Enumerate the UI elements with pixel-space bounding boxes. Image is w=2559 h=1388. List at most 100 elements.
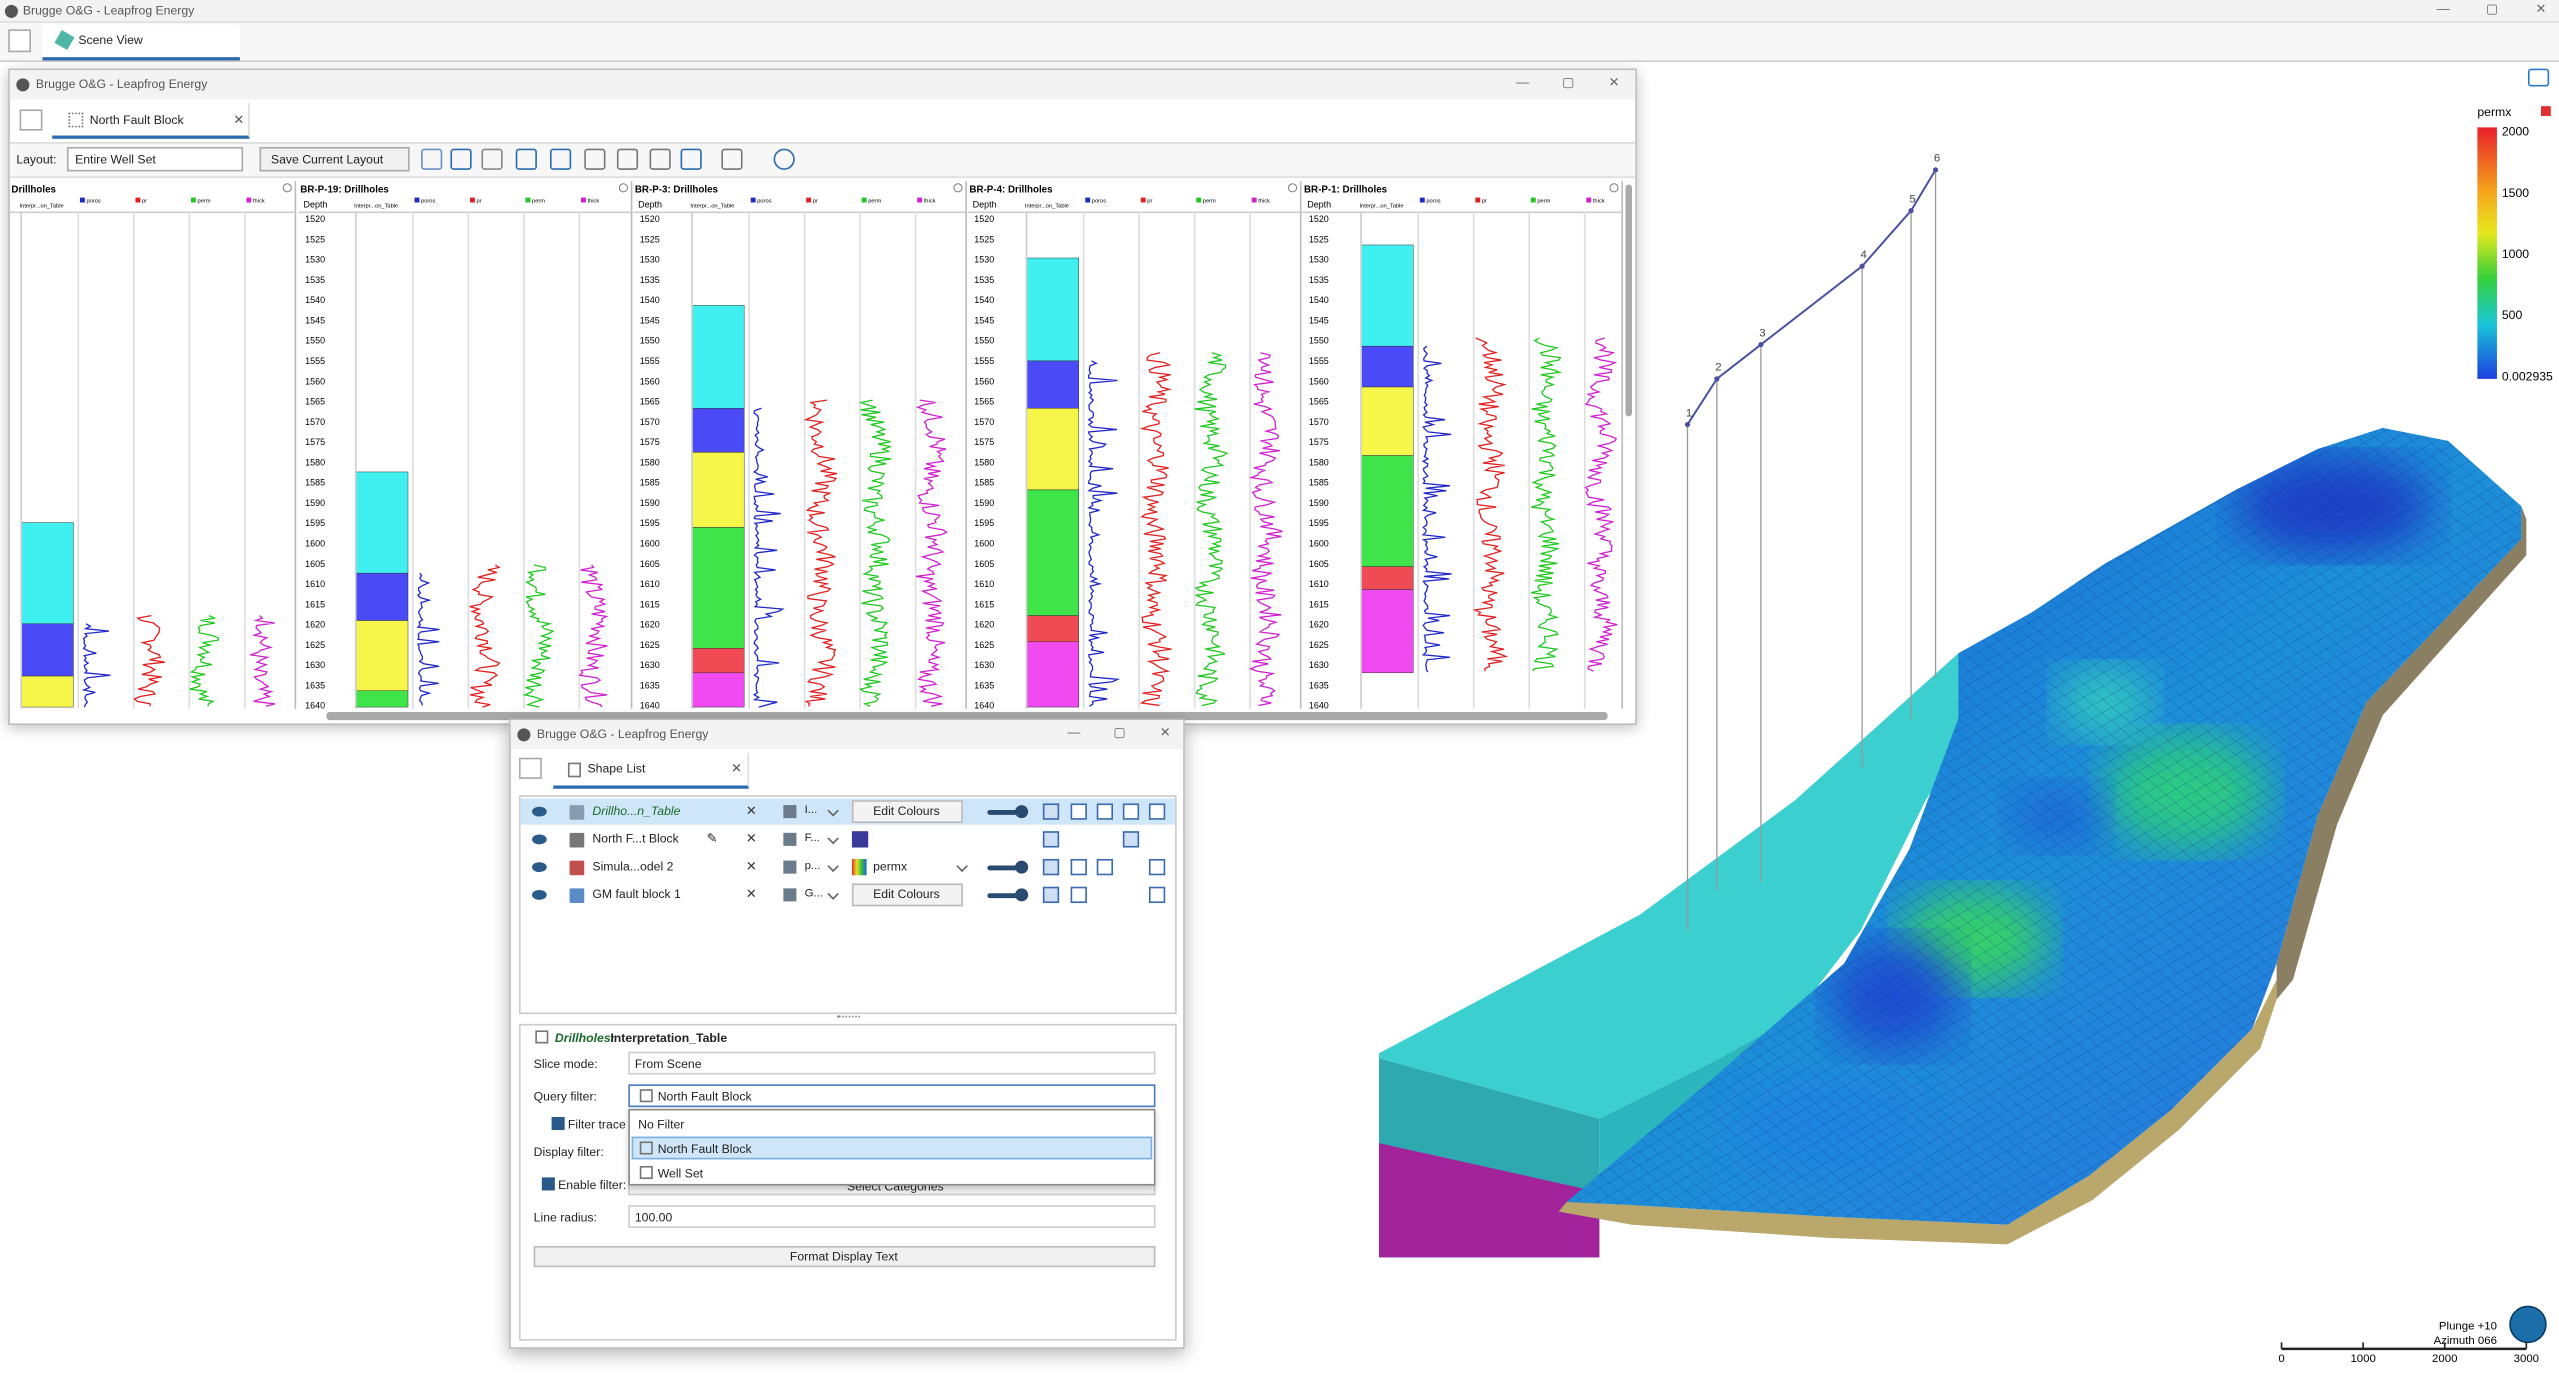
remove-button[interactable]: ✕ — [745, 886, 757, 902]
remove-button[interactable]: ✕ — [745, 803, 757, 819]
toolbar-icon[interactable] — [450, 148, 472, 170]
column-swatch — [1530, 197, 1536, 203]
row-option[interactable] — [1042, 831, 1060, 848]
toolbar-icon[interactable] — [616, 148, 639, 170]
slice-mode-select[interactable] — [628, 1051, 1156, 1075]
panel-settings[interactable] — [1609, 183, 1619, 193]
row-option[interactable] — [1148, 858, 1166, 876]
window-control[interactable]: ✕ — [1608, 75, 1620, 90]
row-option[interactable] — [1070, 858, 1087, 876]
query-filter-select[interactable] — [628, 1084, 1156, 1108]
style-name[interactable]: F... — [804, 832, 820, 845]
visibility-toggle[interactable] — [532, 834, 547, 845]
style-name[interactable]: p... — [804, 860, 821, 873]
window-control[interactable]: — — [1067, 725, 1081, 740]
style-name[interactable]: G... — [804, 888, 823, 900]
toolbar-icon[interactable] — [773, 148, 795, 170]
row-option[interactable] — [1096, 803, 1114, 820]
row-option[interactable] — [1148, 803, 1166, 820]
panel-settings[interactable] — [282, 183, 292, 193]
panel-settings[interactable] — [1287, 183, 1298, 193]
opacity-slider[interactable] — [987, 865, 1024, 871]
opacity-slider[interactable] — [987, 809, 1024, 815]
row-option[interactable] — [1122, 803, 1140, 820]
row-option[interactable] — [1042, 803, 1060, 820]
remove-button[interactable]: ✕ — [745, 858, 757, 874]
log-curve — [915, 399, 948, 707]
object-name[interactable]: Simula...odel 2 — [592, 858, 674, 874]
scene-tab[interactable] — [42, 24, 240, 61]
window-control[interactable]: ✕ — [1159, 725, 1171, 740]
enable-filter-label[interactable]: Enable filter: — [558, 1177, 627, 1193]
window-control[interactable]: — — [2436, 1, 2450, 17]
log-curve — [578, 564, 609, 708]
format-display-button[interactable] — [533, 1245, 1156, 1268]
dropdown-option[interactable]: Well Set — [657, 1165, 704, 1181]
window-control[interactable]: ✕ — [2535, 1, 2547, 17]
edit-button[interactable]: ✎ — [706, 831, 718, 846]
screenshot-button[interactable] — [2527, 68, 2550, 87]
panel-settings[interactable] — [953, 183, 963, 193]
colour-swatch[interactable] — [851, 831, 869, 848]
row-option[interactable] — [1070, 803, 1087, 820]
window-control[interactable]: — — [1516, 75, 1530, 90]
opacity-slider[interactable] — [987, 893, 1024, 899]
tab-close[interactable]: ✕ — [233, 112, 245, 128]
panel-settings[interactable] — [618, 183, 628, 193]
dropdown-option[interactable]: North Fault Block — [657, 1141, 752, 1157]
toolbar-icon[interactable] — [649, 148, 671, 170]
visibility-toggle[interactable] — [532, 889, 547, 900]
depth-label: 1640 — [305, 701, 325, 711]
depth-label: 1615 — [974, 599, 994, 609]
well-top-line — [1686, 169, 1937, 426]
tab-close[interactable]: ✕ — [731, 760, 743, 776]
depth-label: 1635 — [305, 680, 325, 690]
window-control[interactable]: ▢ — [1113, 725, 1126, 740]
dropdown-option[interactable]: No Filter — [638, 1116, 685, 1132]
row-option[interactable] — [1042, 886, 1060, 904]
save-layout-button[interactable] — [259, 146, 410, 172]
row-option[interactable] — [1122, 831, 1140, 848]
visibility-toggle[interactable] — [532, 862, 547, 873]
log-menu-toggle[interactable] — [19, 109, 43, 131]
log-tab[interactable] — [52, 102, 250, 139]
toolbar-icon[interactable] — [680, 148, 702, 170]
object-name[interactable]: North F...t Block — [592, 831, 679, 846]
object-name[interactable]: Drillho...n_Table — [592, 803, 681, 819]
edit-colours-button[interactable] — [851, 800, 963, 824]
visibility-toggle[interactable] — [532, 806, 547, 817]
line-radius-input[interactable] — [628, 1205, 1156, 1229]
toolbar-icon[interactable] — [481, 148, 503, 170]
row-option[interactable] — [1070, 886, 1087, 904]
toolbar-icon[interactable] — [515, 148, 537, 170]
enable-filter-checkbox[interactable] — [541, 1177, 555, 1191]
shape-tab[interactable] — [553, 752, 750, 789]
toolbar-icon[interactable] — [549, 148, 572, 170]
depth-label: 1620 — [305, 620, 325, 630]
scrollbar-h[interactable] — [326, 711, 1608, 721]
property-name[interactable]: permx — [873, 858, 908, 874]
toolbar-icon[interactable] — [421, 148, 443, 170]
window-control[interactable]: ▢ — [1562, 75, 1575, 90]
object-name[interactable]: GM fault block 1 — [592, 886, 681, 902]
remove-button[interactable]: ✕ — [745, 831, 757, 846]
toolbar-icon[interactable] — [721, 148, 743, 170]
edit-colours-button[interactable] — [851, 883, 963, 907]
toolbar-icon[interactable] — [584, 148, 606, 170]
layout-select[interactable] — [66, 146, 244, 172]
row-option[interactable] — [1148, 886, 1166, 904]
depth-label: 1530 — [305, 255, 325, 265]
filter-trace-checkbox[interactable] — [551, 1116, 565, 1131]
style-name[interactable]: I... — [804, 805, 818, 817]
shape-menu-toggle[interactable] — [518, 757, 542, 779]
splitter[interactable] — [837, 1015, 861, 1019]
row-option[interactable] — [1042, 858, 1060, 876]
menu-toggle[interactable] — [8, 29, 32, 53]
scrollbar-v[interactable] — [1625, 184, 1632, 417]
window-control[interactable]: ▢ — [2485, 1, 2499, 17]
interval-block — [1026, 615, 1079, 643]
row-option[interactable] — [1096, 858, 1114, 876]
column-header: poros — [1426, 198, 1440, 204]
filter-trace-label[interactable]: Filter trace — [567, 1116, 626, 1132]
orientation-globe[interactable] — [2509, 1305, 2547, 1344]
